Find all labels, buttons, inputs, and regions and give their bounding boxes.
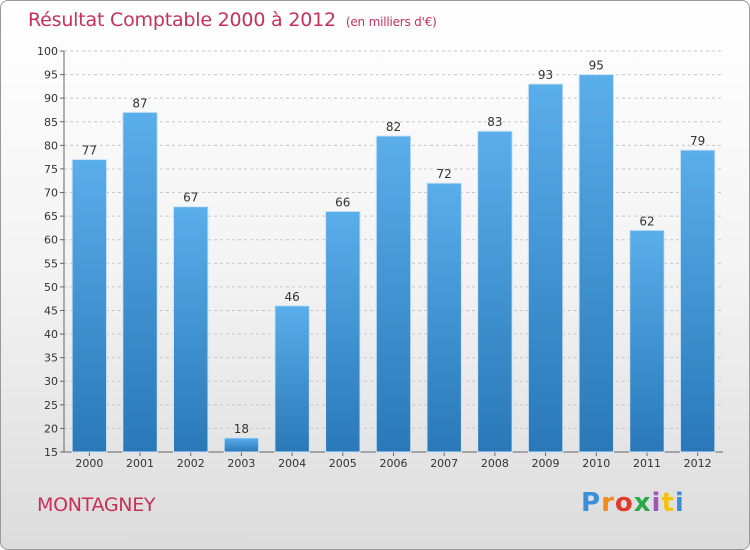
bar-2001 [122,111,158,453]
data-label-2004: 46 [284,290,299,304]
data-label-2010: 95 [589,59,604,73]
bar-2012 [679,149,716,453]
logo-letter: r [601,488,615,518]
x-tick-label-2003: 2003 [227,457,255,470]
y-tick-label: 70 [44,187,58,200]
logo-letter: P [581,488,602,518]
proxiti-logo: Proxiti [581,488,685,518]
x-tick-label-2005: 2005 [329,457,357,470]
data-label-2001: 87 [132,96,147,110]
y-tick-label: 95 [44,69,58,82]
data-label-2012: 79 [690,134,705,148]
y-tick-label: 20 [44,422,58,435]
bar-2004 [274,305,310,453]
data-label-2003: 18 [234,422,249,436]
y-tick-label: 15 [44,446,58,459]
logo-letter: x [633,488,652,518]
y-tick-label: 50 [44,281,58,294]
y-tick-label: 40 [44,328,58,341]
y-tick-label: 55 [44,257,58,270]
x-tick-label-2006: 2006 [380,457,408,470]
x-tick-label-2000: 2000 [75,457,103,470]
chart-subtitle: (en milliers d'€) [345,15,437,29]
bar-2010 [578,74,615,453]
title-text: Résultat Comptable 2000 à 2012 [28,9,336,31]
x-tick-label-2009: 2009 [532,457,560,470]
bar-2002 [172,206,209,453]
x-tick-label-2001: 2001 [126,457,154,470]
chart-title: Résultat Comptable 2000 à 2012 (en millie… [28,9,437,31]
data-label-2000: 77 [82,144,97,158]
y-tick-label: 60 [44,234,58,247]
data-label-2006: 82 [386,120,401,134]
logo-letter: i [651,488,662,518]
y-tick-label: 45 [44,304,58,317]
data-label-2002: 67 [183,191,198,205]
bar-2009 [527,83,564,453]
y-tick-label: 85 [44,116,58,129]
x-tick-label-2011: 2011 [633,457,661,470]
data-label-2007: 72 [437,167,452,181]
bar-2006 [375,135,412,453]
x-tick-label-2002: 2002 [177,457,205,470]
bars [71,74,716,453]
data-label-2008: 83 [487,115,502,129]
y-tick-label: 25 [44,399,58,412]
bar-2008 [477,130,513,453]
x-tick-label-2008: 2008 [481,457,509,470]
y-tick-label: 75 [44,163,58,176]
y-tick-label: 80 [44,139,58,152]
logo-letter: o [614,488,634,518]
y-tick-label: 65 [44,210,58,223]
labels: 15 20 25 30 35 40 45 50 55 60 65 70 75 80 85 90 95 100 77 2… [37,45,712,470]
bar-2007 [426,182,462,453]
data-label-2009: 93 [538,68,553,82]
y-tick-label: 100 [37,45,58,58]
x-tick-label-2012: 2012 [684,457,712,470]
x-tick-label-2007: 2007 [430,457,458,470]
logo-letter: i [674,488,685,518]
data-label-2005: 66 [335,195,350,209]
data-label-2011: 62 [639,214,654,228]
bar-2000 [71,159,108,453]
x-tick-label-2004: 2004 [278,457,306,470]
y-tick-label: 90 [44,92,58,105]
y-tick-label: 30 [44,375,58,388]
x-tick-label-2010: 2010 [582,457,610,470]
y-tick-label: 35 [44,352,58,365]
bar-2011 [629,229,665,453]
bar-2003 [223,437,260,453]
logo-letter: t [661,488,675,518]
place-name: MONTAGNEY [37,494,156,516]
bar-2005 [325,210,361,453]
